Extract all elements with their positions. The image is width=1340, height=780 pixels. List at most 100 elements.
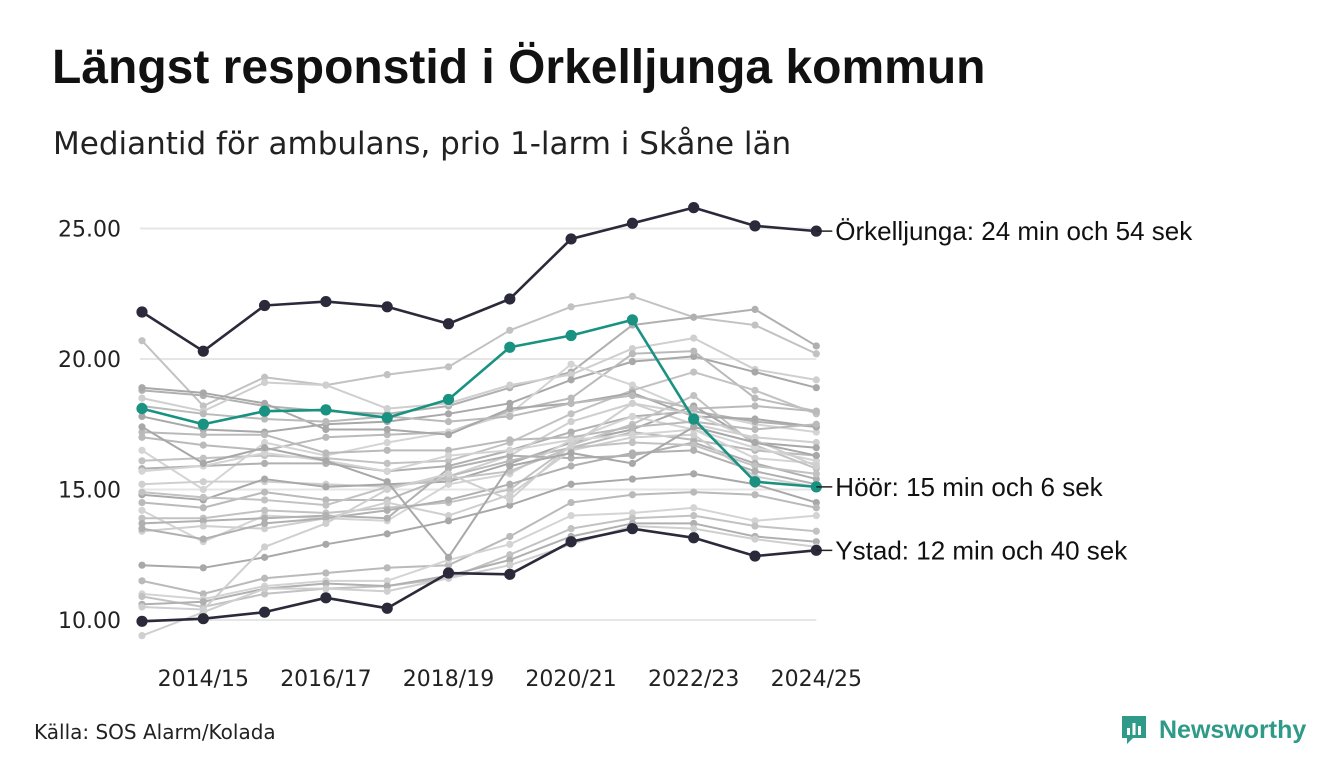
data-point — [261, 574, 269, 582]
data-point — [199, 478, 207, 486]
data-point — [199, 535, 207, 543]
series-line — [141, 402, 817, 611]
data-point — [261, 444, 269, 452]
series-line — [141, 404, 817, 501]
data-point — [261, 488, 269, 496]
data-point — [381, 602, 393, 614]
data-point — [197, 613, 209, 625]
brand-logo[interactable]: Newsworthy — [1119, 713, 1306, 747]
data-point — [444, 431, 453, 439]
data-point — [138, 525, 146, 533]
data-point — [322, 483, 330, 491]
data-point — [812, 504, 820, 512]
data-point — [690, 313, 698, 321]
data-point — [690, 368, 698, 376]
data-point — [261, 506, 269, 514]
data-point — [690, 347, 698, 355]
data-point — [322, 519, 330, 528]
data-point — [567, 480, 575, 488]
data-point — [199, 605, 207, 614]
data-point — [506, 326, 514, 334]
data-point — [199, 504, 207, 512]
data-point — [383, 425, 391, 434]
data-point — [688, 202, 700, 214]
data-point — [199, 590, 207, 598]
data-point — [322, 425, 330, 434]
series-line — [141, 527, 817, 623]
data-point — [383, 431, 391, 439]
data-point — [690, 334, 698, 342]
data-point — [444, 418, 453, 426]
data-point — [628, 423, 637, 431]
data-point — [138, 506, 146, 514]
data-point — [322, 540, 330, 548]
data-point — [749, 220, 761, 232]
data-point — [812, 511, 820, 520]
series-line — [141, 514, 817, 608]
data-point — [444, 511, 453, 520]
series-line — [141, 318, 817, 489]
data-point — [322, 585, 330, 593]
data-point — [138, 514, 146, 522]
data-point — [261, 585, 269, 593]
x-tick-label: 2014/15 — [158, 667, 249, 692]
data-point — [626, 314, 639, 326]
data-point — [628, 431, 637, 439]
data-point — [136, 402, 148, 415]
data-point — [136, 306, 148, 318]
x-tick-label: 2016/17 — [280, 667, 371, 692]
data-point — [565, 329, 577, 342]
data-point — [444, 480, 453, 488]
data-point — [504, 341, 516, 353]
data-point — [567, 462, 575, 470]
data-point — [383, 506, 391, 514]
data-point — [506, 436, 514, 444]
series-line — [141, 506, 817, 601]
data-point — [261, 378, 269, 387]
data-point — [812, 451, 820, 460]
data-point — [567, 303, 575, 311]
background-series-line — [138, 488, 820, 598]
x-tick-label: 2022/23 — [648, 667, 739, 692]
data-point — [751, 386, 759, 394]
series-line — [141, 337, 817, 413]
data-point — [383, 514, 391, 522]
data-point — [506, 551, 514, 559]
data-point — [199, 389, 207, 397]
data-point — [506, 381, 514, 389]
data-point — [138, 592, 146, 601]
data-point — [261, 553, 269, 561]
data-point — [442, 567, 455, 579]
data-point — [322, 501, 330, 509]
data-point — [812, 428, 820, 436]
data-point — [751, 368, 759, 376]
series-line — [141, 420, 817, 454]
data-point — [381, 301, 393, 313]
data-point — [751, 305, 759, 314]
data-point — [567, 498, 575, 507]
data-point — [138, 428, 146, 436]
data-point — [506, 496, 514, 504]
data-point — [812, 420, 820, 428]
data-point — [322, 496, 330, 504]
data-point — [567, 399, 575, 407]
data-point — [383, 438, 391, 447]
y-tick-label: 20.00 — [58, 348, 121, 373]
data-point — [322, 579, 330, 588]
series-line — [141, 363, 817, 491]
data-point — [567, 371, 575, 379]
data-point — [383, 485, 391, 494]
y-tick-label: 10.00 — [58, 609, 121, 634]
data-point — [444, 470, 453, 478]
data-point — [751, 535, 759, 543]
data-point — [812, 475, 820, 483]
series-line — [142, 394, 817, 520]
data-point — [812, 342, 820, 350]
data-point — [690, 519, 698, 528]
data-point — [506, 457, 514, 465]
data-point — [506, 462, 514, 470]
data-point — [567, 418, 575, 426]
data-point — [506, 556, 514, 564]
data-point — [565, 536, 577, 548]
end-label: Ystad: 12 min och 40 sek — [835, 535, 1128, 565]
